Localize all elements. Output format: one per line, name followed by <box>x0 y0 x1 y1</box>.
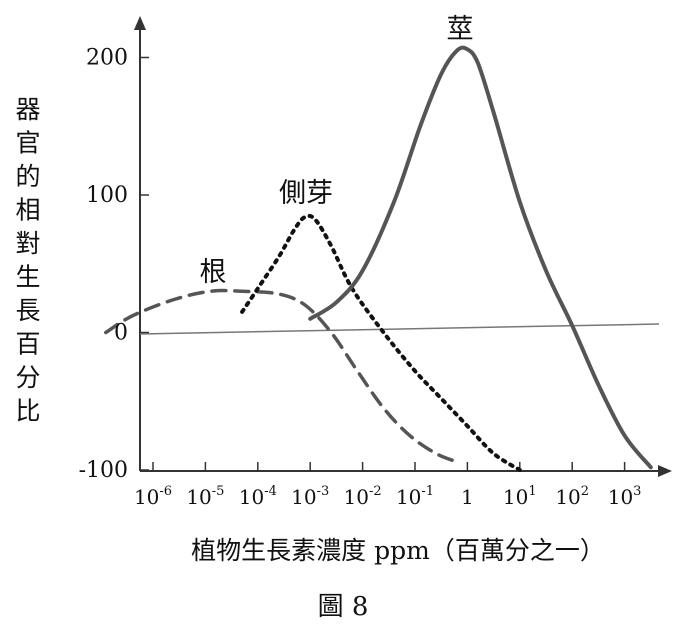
zero-reference-line <box>139 323 660 335</box>
series-line-2 <box>308 45 653 470</box>
y-tick-label-1: 100 <box>86 183 128 208</box>
series-annotation-1: 側芽 <box>279 178 333 209</box>
x-tick-label-4: 10-2 <box>344 484 382 509</box>
x-tick-label-6: 1 <box>461 485 474 509</box>
x-tick-label-2: 10-4 <box>239 484 277 509</box>
x-tick-label-3: 10-3 <box>291 484 329 509</box>
x-tick-label-9: 103 <box>608 484 642 509</box>
x-axis-arrow-icon <box>658 465 672 477</box>
y-tick-label-0: 200 <box>86 46 128 71</box>
series-line-1 <box>240 213 522 472</box>
y-tick-label-2: 0 <box>114 321 128 346</box>
x-tick-label-5: 10-1 <box>396 484 434 509</box>
y-axis-label: 器官的相對生長百分比 <box>15 95 40 426</box>
y-tick-label-3: -100 <box>79 458 128 483</box>
x-tick-label-0: 10-6 <box>134 484 172 509</box>
x-tick-label-1: 10-5 <box>186 484 224 509</box>
x-tick-label-7: 101 <box>503 484 537 509</box>
figure-caption: 圖 8 <box>318 592 369 622</box>
series-annotation-0: 根 <box>200 257 227 288</box>
series-annotation-2: 莖 <box>447 14 474 45</box>
axes-layer <box>134 16 672 477</box>
y-axis-arrow-icon <box>134 16 146 30</box>
x-tick-label-8: 102 <box>555 484 589 509</box>
series-line-0 <box>104 288 459 464</box>
x-axis-label: 植物生長素濃度 ppm（百萬分之一） <box>191 536 605 565</box>
series-layer <box>104 45 653 472</box>
